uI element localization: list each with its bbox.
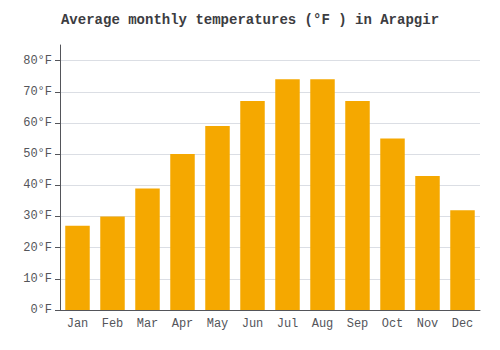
- svg-text:50°F: 50°F: [23, 147, 52, 161]
- svg-text:Oct: Oct: [382, 317, 404, 331]
- svg-text:30°F: 30°F: [23, 209, 52, 223]
- svg-text:Average monthly temperatures (: Average monthly temperatures (°F ) in Ar…: [61, 12, 439, 28]
- svg-text:Apr: Apr: [172, 317, 194, 331]
- svg-text:20°F: 20°F: [23, 241, 52, 255]
- svg-text:Aug: Aug: [312, 317, 334, 331]
- svg-text:60°F: 60°F: [23, 116, 52, 130]
- svg-text:70°F: 70°F: [23, 85, 52, 99]
- svg-text:Dec: Dec: [452, 317, 474, 331]
- svg-text:10°F: 10°F: [23, 272, 52, 286]
- svg-text:Jun: Jun: [242, 317, 264, 331]
- svg-text:80°F: 80°F: [23, 54, 52, 68]
- svg-text:Sep: Sep: [347, 317, 369, 331]
- svg-text:Mar: Mar: [137, 317, 159, 331]
- svg-text:May: May: [207, 317, 229, 331]
- svg-text:Jan: Jan: [67, 317, 89, 331]
- svg-text:Jul: Jul: [277, 317, 299, 331]
- svg-text:Nov: Nov: [417, 317, 439, 331]
- svg-text:0°F: 0°F: [30, 303, 52, 317]
- svg-text:Feb: Feb: [102, 317, 124, 331]
- svg-text:40°F: 40°F: [23, 178, 52, 192]
